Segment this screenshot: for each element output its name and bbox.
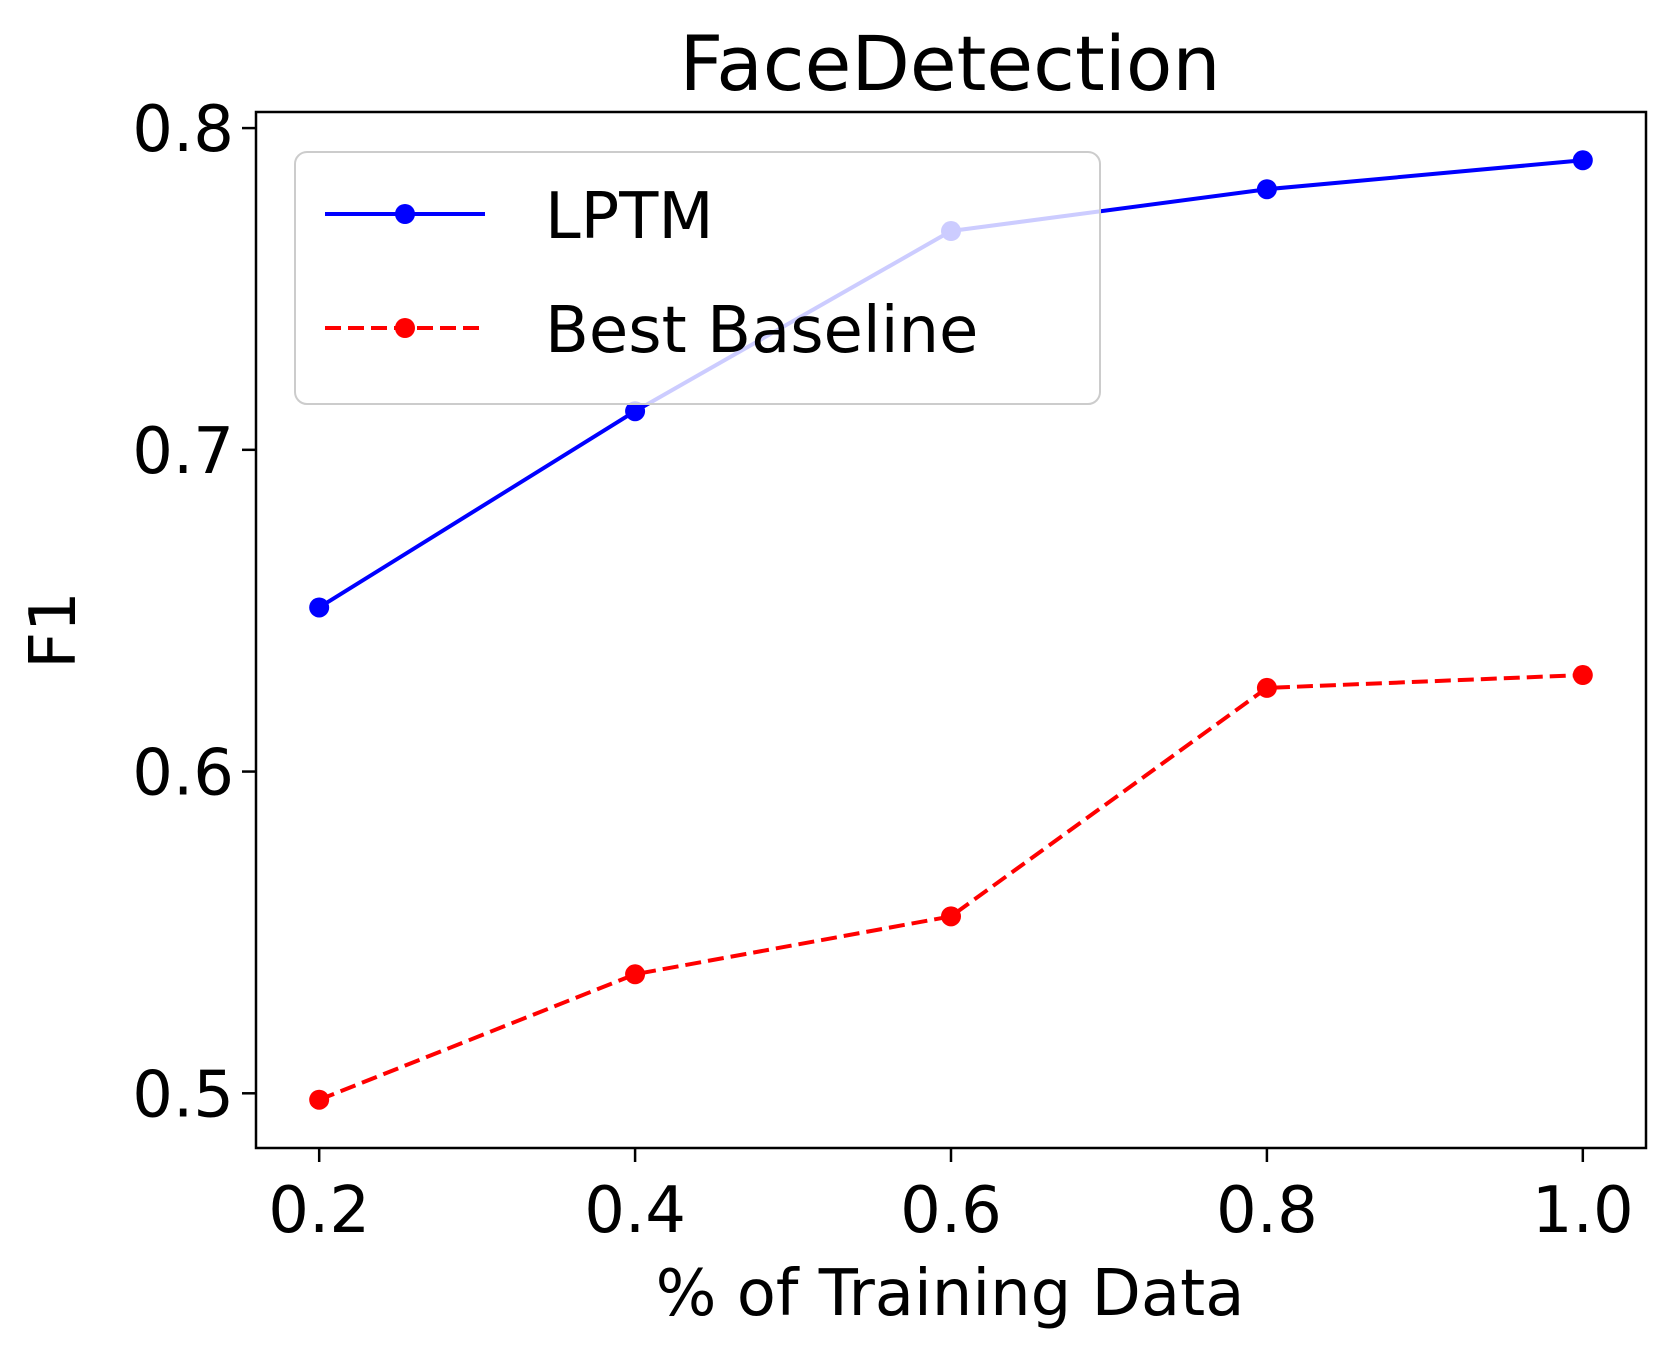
data-point-best-baseline-4: [1572, 665, 1593, 686]
data-point-best-baseline-3: [1256, 677, 1277, 698]
legend-marker-lptm: [395, 204, 415, 224]
x-tick-label-4: 1.0: [1532, 1174, 1634, 1248]
chart-title: FaceDetection: [679, 19, 1220, 108]
y-axis-ticks: 0.5 0.6 0.7 0.8: [132, 93, 256, 1132]
y-tick-label-0: 0.5: [132, 1058, 234, 1132]
x-axis-label: % of Training Data: [656, 1257, 1245, 1331]
data-point-lptm-1: [625, 401, 646, 422]
y-tick-label-1: 0.6: [132, 737, 234, 811]
x-axis-ticks: 0.2 0.4 0.6 0.8 1.0: [268, 1148, 1634, 1248]
y-tick-label-3: 0.8: [132, 93, 234, 167]
legend: LPTM Best Baseline: [294, 151, 1101, 405]
legend-label-lptm: LPTM: [545, 180, 714, 254]
data-point-best-baseline-0: [309, 1089, 330, 1110]
y-axis-label: F1: [17, 591, 91, 669]
x-tick-label-3: 0.8: [1216, 1174, 1318, 1248]
data-point-lptm-0: [309, 597, 330, 618]
x-tick-label-0: 0.2: [268, 1174, 370, 1248]
series-line-best-baseline: [318, 673, 1583, 1102]
data-point-best-baseline-2: [941, 906, 961, 927]
x-tick-label-2: 0.6: [900, 1174, 1002, 1248]
data-point-lptm-3: [1256, 179, 1277, 200]
data-point-lptm-4: [1572, 150, 1593, 171]
y-tick-label-2: 0.7: [132, 415, 234, 489]
legend-label-best-baseline: Best Baseline: [545, 294, 978, 368]
x-tick-label-1: 0.4: [584, 1174, 686, 1248]
legend-box: [294, 151, 1101, 405]
legend-marker-best-baseline: [395, 318, 415, 338]
data-point-best-baseline-1: [625, 964, 646, 985]
